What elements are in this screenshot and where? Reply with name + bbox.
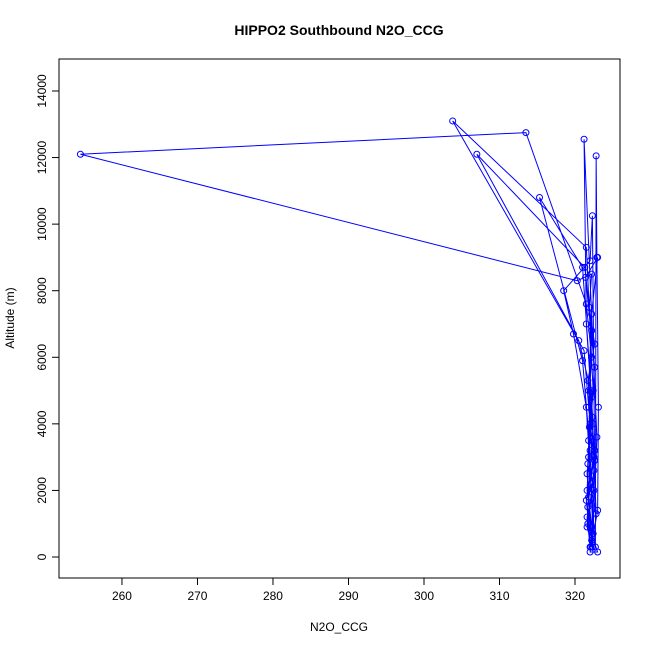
- data-point: [592, 510, 600, 518]
- data-point: [590, 453, 598, 461]
- data-point: [583, 513, 591, 521]
- data-point: [76, 150, 84, 158]
- data-point: [584, 520, 592, 528]
- data-point: [579, 357, 587, 365]
- data-point: [580, 135, 588, 143]
- data-point: [588, 270, 596, 278]
- data-point: [575, 337, 583, 345]
- data-point: [587, 543, 595, 551]
- y-tick-label: 10000: [35, 207, 49, 241]
- data-point: [588, 310, 596, 318]
- y-tick-label: 8000: [35, 277, 49, 304]
- data-point: [590, 466, 598, 474]
- data-point: [585, 387, 593, 395]
- data-point: [582, 320, 590, 328]
- data-point: [584, 377, 592, 385]
- x-tick-label: 300: [414, 589, 434, 603]
- data-point: [583, 486, 591, 494]
- data-point: [591, 456, 599, 464]
- chart-title: HIPPO2 Southbound N2O_CCG: [234, 22, 443, 38]
- x-tick-label: 310: [489, 589, 509, 603]
- y-tick-label: 0: [35, 553, 49, 560]
- y-tick-label: 6000: [35, 344, 49, 371]
- data-point: [583, 470, 591, 478]
- data-point: [589, 530, 597, 538]
- data-point: [585, 453, 593, 461]
- data-point: [449, 117, 457, 125]
- data-point: [588, 393, 596, 401]
- data-point: [585, 403, 593, 411]
- data-point: [591, 340, 599, 348]
- data-point: [594, 548, 602, 556]
- x-tick-label: 270: [187, 589, 207, 603]
- data-point: [522, 129, 530, 137]
- data-point: [588, 413, 596, 421]
- data-point: [582, 273, 590, 281]
- data-point: [580, 347, 588, 355]
- data-point: [590, 486, 598, 494]
- data-point: [582, 243, 590, 251]
- y-tick-label: 12000: [35, 141, 49, 175]
- data-point: [586, 420, 594, 428]
- data-point: [569, 330, 577, 338]
- x-tick-label: 320: [565, 589, 585, 603]
- data-point: [588, 327, 596, 335]
- data-point: [594, 253, 602, 261]
- data-point: [584, 460, 592, 468]
- x-tick-label: 290: [338, 589, 358, 603]
- data-point: [594, 506, 602, 514]
- data-point: [585, 436, 593, 444]
- data-point: [586, 548, 594, 556]
- data-point: [582, 496, 590, 504]
- data-point: [586, 257, 594, 265]
- data-point: [588, 536, 596, 544]
- y-tick-label: 2000: [35, 477, 49, 504]
- data-point: [584, 503, 592, 511]
- x-axis-label: N2O_CCG: [310, 620, 368, 634]
- data-point: [589, 387, 597, 395]
- data-point: [582, 300, 590, 308]
- data-point: [588, 212, 596, 220]
- data-point: [536, 194, 544, 202]
- data-point: [579, 263, 587, 271]
- data-point: [588, 353, 596, 361]
- data-point: [573, 277, 581, 285]
- data-point: [587, 480, 595, 488]
- data-point: [586, 446, 594, 454]
- x-tick-label: 260: [112, 589, 132, 603]
- data-point: [560, 287, 568, 295]
- data-point: [591, 446, 599, 454]
- data-point: [582, 403, 590, 411]
- data-point: [583, 523, 591, 531]
- data-point: [593, 433, 601, 441]
- data-point: [581, 263, 589, 271]
- data-point: [587, 387, 595, 395]
- y-tick-label: 14000: [35, 74, 49, 108]
- y-axis-label: Altitude (m): [3, 287, 17, 348]
- data-point: [591, 363, 599, 371]
- data-line: [80, 120, 599, 553]
- data-point: [594, 403, 602, 411]
- data-point: [592, 152, 600, 160]
- plot-frame: [58, 58, 621, 579]
- data-point: [585, 423, 593, 431]
- y-tick-label: 4000: [35, 410, 49, 437]
- x-tick-label: 280: [263, 589, 283, 603]
- data-point: [473, 150, 481, 158]
